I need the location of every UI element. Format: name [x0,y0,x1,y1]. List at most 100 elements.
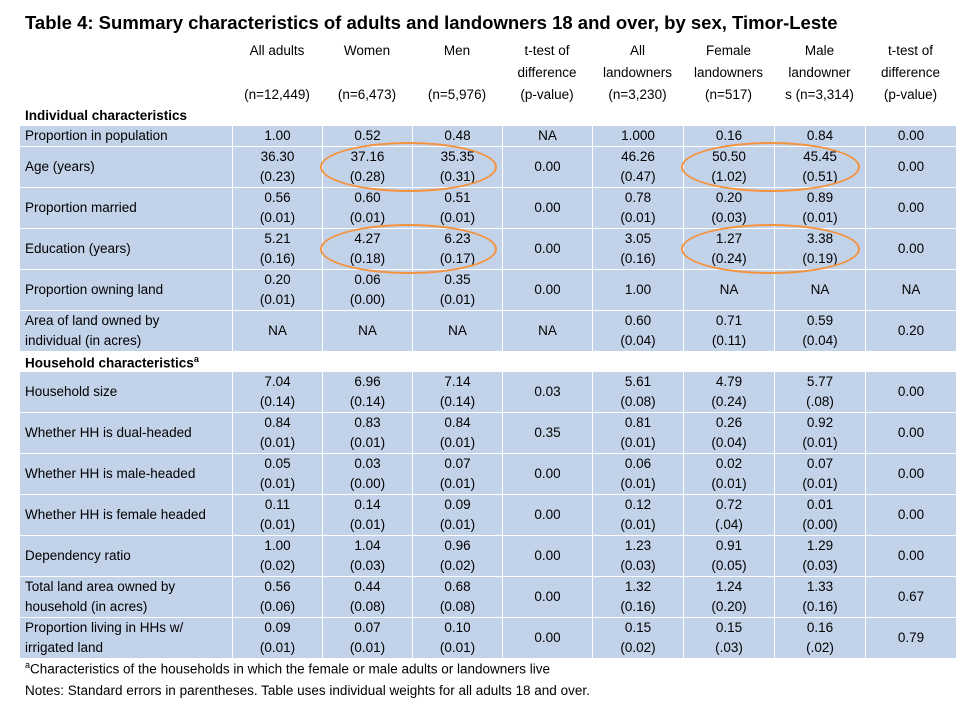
cell-value: 0.16 [806,620,834,635]
table-cell: 0.20 [865,310,957,352]
cell-standard-error: (0.47) [620,169,656,184]
column-header: All landowners (n=3,230) [592,40,683,108]
cell-standard-error: (0.01) [620,210,656,225]
table-cell: 7.14 (0.14) [412,371,503,413]
table-cell: NA [502,310,593,352]
cell-standard-error: (0.04) [802,333,838,348]
cell-value: 0.91 [715,538,743,553]
cell-value: 50.50 [712,149,746,164]
column-header-line: (p-value) [520,87,574,102]
cell-standard-error: (0.01) [349,517,386,532]
table-cell: 5.61 (0.08) [592,371,684,413]
table-cell: 0.56 (0.01) [232,187,323,229]
row-label: Whether HH is dual-headed [19,412,233,454]
cell-value: 0.52 [354,128,381,143]
cell-standard-error: (0.03) [620,558,656,573]
row-label: Proportion in population [19,125,233,147]
cell-standard-error: (0.31) [439,169,476,184]
table-cell: 0.00 [502,453,593,495]
table-cell: 0.16 (.02) [774,617,866,659]
table-cell: 7.04 (0.14) [232,371,323,413]
column-header-line: (p-value) [883,87,938,102]
table-cell: 0.15 (.03) [683,617,775,659]
cell-standard-error: (0.01) [259,640,296,655]
cell-value: 0.09 [264,620,291,635]
cell-value: 5.61 [624,374,652,389]
cell-value: 0.84 [264,415,291,430]
cell-value: 6.23 [444,231,471,246]
table-cell: 0.09 (0.01) [412,494,503,536]
row-label-line: Dependency ratio [25,548,131,563]
table-cell: 0.00 [502,228,593,270]
cell-value: 0.78 [624,190,652,205]
table-cell: 46.26 (0.47) [592,146,684,188]
cell-standard-error: (0.01) [620,517,656,532]
column-header-line: landowners [693,65,764,80]
cell-value: 3.05 [624,231,652,246]
table-cell: 0.67 [865,576,957,618]
cell-value: NA [358,323,377,338]
cell-standard-error: (0.01) [620,435,656,450]
table-cell: 0.83 (0.01) [322,412,413,454]
cell-standard-error: (0.02) [620,640,656,655]
column-header: t-test of difference (p-value) [865,40,956,108]
cell-standard-error: (0.18) [349,251,386,266]
table-cell: 0.14 (0.01) [322,494,413,536]
table-cell: 0.72 (.04) [683,494,775,536]
table-cell: 1.00 (0.02) [232,535,323,577]
cell-value: 0.68 [444,579,471,594]
table-cell: 0.15 (0.02) [592,617,684,659]
cell-standard-error: (0.01) [439,476,476,491]
cell-value: 0.72 [715,497,743,512]
cell-value: 0.00 [534,241,561,256]
table-title: Table 4: Summary characteristics of adul… [25,12,838,33]
column-header-line: difference [517,65,577,80]
table-cell: 5.21 (0.16) [232,228,323,270]
table-cell: 0.00 [502,576,593,618]
row-label-line: Proportion owning land [25,282,164,297]
cell-value: 1.33 [806,579,834,594]
cell-standard-error: (0.04) [620,333,656,348]
cell-standard-error: (0.02) [259,558,296,573]
cell-standard-error: (0.01) [439,292,476,307]
column-header: Women (n=6,473) [322,40,412,108]
table-row: Total land area owned by household (in ac… [19,576,957,618]
table-cell: 0.06 (0.01) [592,453,684,495]
cell-value: NA [538,128,557,143]
column-header-line [322,62,412,84]
table-cell: 45.45 (0.51) [774,146,866,188]
cell-value: 0.00 [897,425,925,440]
cell-standard-error: (0.16) [259,251,296,266]
table-cell: 1.27 (0.24) [683,228,775,270]
row-label: Dependency ratio [19,535,233,577]
cell-standard-error: (0.01) [439,517,476,532]
row-label: Household size [19,371,233,413]
cell-value: 0.00 [534,630,561,645]
row-label-line: Proportion living in HHs w/ [25,620,184,635]
cell-value: 0.20 [897,323,925,338]
table-cell: NA [683,269,775,311]
table-cell: 0.03 [502,371,593,413]
cell-value: 0.03 [354,456,381,471]
table-cell: NA [412,310,503,352]
cell-standard-error: (0.01) [349,210,386,225]
cell-value: 0.89 [806,190,834,205]
section-label: Household characteristics [25,355,194,371]
cell-value: 0.00 [534,507,561,522]
cell-value: 46.26 [621,149,655,164]
table-cell: 4.79 (0.24) [683,371,775,413]
cell-value: 0.15 [715,620,743,635]
footnote: aCharacteristics of the households in wh… [25,660,550,677]
table-cell: 0.48 [412,125,503,147]
table-cell: 0.00 [502,187,593,229]
row-label: Total land area owned by household (in ac… [19,576,233,618]
row-label-line: Whether HH is female headed [25,507,206,522]
cell-value: NA [719,282,739,297]
table-cell: 0.00 [865,412,957,454]
cell-standard-error: (0.14) [439,394,476,409]
column-header-line: s (n=3,314) [785,87,854,102]
table-row: Area of land owned by individual (in acre… [19,310,957,352]
cell-value: 0.83 [354,415,381,430]
cell-value: 0.60 [354,190,381,205]
cell-standard-error: (0.04) [711,435,747,450]
